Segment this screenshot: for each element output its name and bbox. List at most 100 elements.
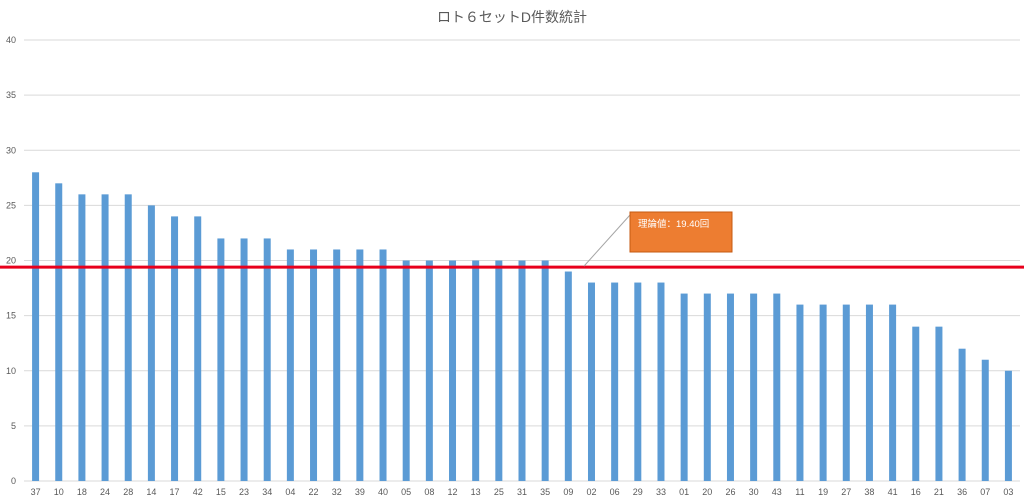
x-tick-label: 28 [123, 487, 133, 497]
x-tick-label: 35 [540, 487, 550, 497]
bar [356, 249, 364, 481]
bar [194, 216, 202, 481]
x-tick-label: 27 [841, 487, 851, 497]
reference-callout-label: 理論値：19.40回 [638, 218, 709, 230]
y-tick-label: 25 [6, 200, 16, 210]
bar [587, 282, 595, 481]
bar [680, 293, 688, 481]
x-tick-label: 03 [1003, 487, 1013, 497]
x-tick-label: 05 [401, 487, 411, 497]
bar [981, 359, 989, 481]
bar [78, 194, 86, 481]
x-tick-label: 18 [77, 487, 87, 497]
bar [449, 260, 457, 481]
x-tick-label: 02 [586, 487, 596, 497]
bar [703, 293, 711, 481]
x-tick-label: 13 [471, 487, 481, 497]
y-axis-ticks: 0 5 10 15 20 25 30 35 40 [6, 35, 16, 486]
x-tick-label: 07 [980, 487, 990, 497]
bar [564, 271, 572, 481]
x-tick-label: 06 [610, 487, 620, 497]
bar [32, 172, 40, 482]
x-tick-label: 12 [448, 487, 458, 497]
x-tick-label: 39 [355, 487, 365, 497]
bar [263, 238, 271, 481]
bar [726, 293, 734, 481]
x-tick-label: 29 [633, 487, 643, 497]
bar [217, 238, 225, 481]
bar [286, 249, 294, 481]
x-tick-label: 01 [679, 487, 689, 497]
x-tick-label: 42 [193, 487, 203, 497]
x-tick-label: 33 [656, 487, 666, 497]
chart-title: ロト６セットD件数統計 [437, 9, 587, 25]
bar [657, 282, 665, 481]
y-tick-label: 10 [6, 366, 16, 376]
bar [333, 249, 341, 481]
x-tick-label: 17 [170, 487, 180, 497]
x-tick-label: 36 [957, 487, 967, 497]
bar [171, 216, 179, 481]
x-tick-label: 38 [864, 487, 874, 497]
x-tick-label: 40 [378, 487, 388, 497]
bar [495, 260, 503, 481]
x-tick-label: 22 [309, 487, 319, 497]
bar [518, 260, 526, 481]
x-tick-label: 41 [888, 487, 898, 497]
x-tick-label: 31 [517, 487, 527, 497]
bar [425, 260, 433, 481]
x-tick-label: 20 [702, 487, 712, 497]
x-tick-label: 09 [563, 487, 573, 497]
x-tick-label: 11 [795, 487, 804, 497]
reference-callout-box [629, 211, 733, 253]
bar [1004, 370, 1012, 481]
bar [773, 293, 781, 481]
x-tick-label: 21 [934, 487, 944, 497]
y-tick-label: 30 [6, 145, 16, 155]
y-tick-label: 40 [6, 35, 16, 45]
bar [842, 304, 850, 481]
x-tick-label: 25 [494, 487, 504, 497]
x-tick-label: 04 [285, 487, 295, 497]
x-tick-label: 19 [818, 487, 828, 497]
bar [912, 326, 920, 481]
y-tick-label: 20 [6, 256, 16, 266]
bar [611, 282, 619, 481]
bar [865, 304, 873, 481]
x-tick-label: 23 [239, 487, 249, 497]
callout-leader-line [583, 214, 631, 267]
x-tick-label: 37 [31, 487, 41, 497]
x-tick-label: 15 [216, 487, 226, 497]
bar [750, 293, 758, 481]
x-tick-label: 24 [100, 487, 110, 497]
bar [541, 260, 549, 481]
y-tick-label: 5 [11, 421, 16, 431]
bars [32, 172, 1012, 482]
bar [101, 194, 109, 481]
bar [379, 249, 387, 481]
x-tick-label: 30 [749, 487, 759, 497]
x-tick-label: 34 [262, 487, 272, 497]
x-tick-label: 16 [911, 487, 921, 497]
y-tick-label: 15 [6, 311, 16, 321]
bar [958, 348, 966, 481]
y-tick-label: 0 [11, 476, 16, 486]
x-tick-label: 26 [725, 487, 735, 497]
bar [472, 260, 480, 481]
bar [935, 326, 943, 481]
bar [55, 183, 63, 481]
x-tick-label: 32 [332, 487, 342, 497]
bar [402, 260, 410, 481]
y-tick-label: 35 [6, 90, 16, 100]
bar [819, 304, 827, 481]
x-tick-label: 14 [146, 487, 156, 497]
bar [310, 249, 318, 481]
bar [889, 304, 897, 481]
x-tick-label: 10 [54, 487, 64, 497]
bar [240, 238, 248, 481]
bar [634, 282, 642, 481]
x-tick-label: 08 [424, 487, 434, 497]
bar [796, 304, 804, 481]
bar [147, 205, 155, 481]
